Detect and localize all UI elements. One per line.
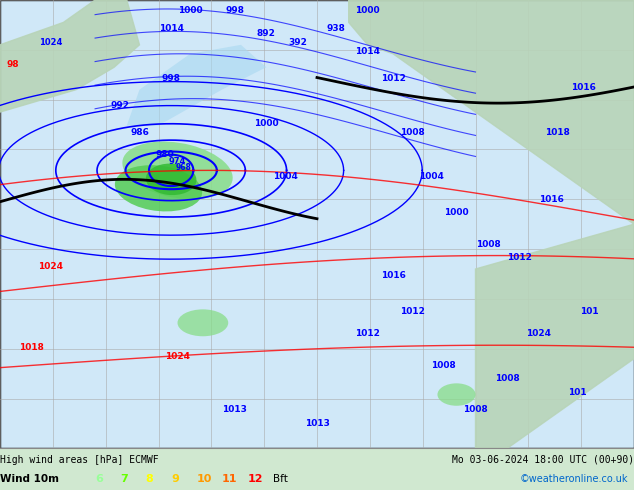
Text: 1024: 1024 — [39, 38, 62, 47]
Text: 1000: 1000 — [444, 208, 469, 217]
Text: 1024: 1024 — [165, 352, 190, 361]
Text: 998: 998 — [225, 6, 244, 16]
Text: 980: 980 — [155, 150, 174, 159]
Text: 1000: 1000 — [178, 6, 202, 16]
Text: Bft: Bft — [273, 474, 287, 484]
Text: 1008: 1008 — [399, 127, 425, 137]
Text: 1012: 1012 — [399, 307, 425, 316]
Text: 101: 101 — [580, 307, 599, 316]
Text: 8: 8 — [146, 474, 153, 484]
Text: 1013: 1013 — [222, 406, 247, 415]
Text: 992: 992 — [111, 100, 130, 110]
Ellipse shape — [178, 309, 228, 336]
Text: 1014: 1014 — [158, 24, 184, 33]
Text: 12: 12 — [247, 474, 262, 484]
Text: 1018: 1018 — [19, 343, 44, 352]
Text: 392: 392 — [288, 38, 307, 47]
Text: 1016: 1016 — [380, 271, 406, 280]
Text: 10: 10 — [197, 474, 212, 484]
Text: 1014: 1014 — [355, 47, 380, 56]
Ellipse shape — [146, 164, 197, 195]
Text: 1012: 1012 — [507, 253, 533, 262]
Polygon shape — [127, 45, 266, 125]
Text: Wind 10m: Wind 10m — [0, 474, 59, 484]
Text: 968: 968 — [176, 163, 192, 172]
Text: ©weatheronline.co.uk: ©weatheronline.co.uk — [519, 474, 628, 484]
Text: 1012: 1012 — [355, 329, 380, 338]
Text: 1004: 1004 — [273, 172, 298, 181]
Text: 1016: 1016 — [571, 83, 596, 92]
Text: 1008: 1008 — [463, 406, 488, 415]
Text: 101: 101 — [567, 388, 586, 396]
Text: 98: 98 — [6, 60, 19, 69]
Text: 9: 9 — [171, 474, 179, 484]
Ellipse shape — [115, 165, 202, 211]
Text: 974: 974 — [169, 157, 186, 166]
Polygon shape — [476, 224, 634, 448]
Text: 1012: 1012 — [380, 74, 406, 83]
FancyBboxPatch shape — [0, 0, 634, 448]
Text: 1004: 1004 — [418, 172, 444, 181]
Ellipse shape — [437, 383, 476, 406]
Text: 892: 892 — [257, 29, 276, 38]
Text: Mo 03-06-2024 18:00 UTC (00+90): Mo 03-06-2024 18:00 UTC (00+90) — [452, 455, 634, 465]
Ellipse shape — [122, 142, 233, 199]
Text: 1008: 1008 — [495, 374, 520, 383]
Text: 1008: 1008 — [431, 361, 456, 369]
Text: 1016: 1016 — [539, 195, 564, 204]
Text: 938: 938 — [327, 24, 346, 33]
Text: 1024: 1024 — [38, 262, 63, 271]
Text: 1013: 1013 — [304, 419, 330, 428]
Text: 986: 986 — [130, 127, 149, 137]
Text: High wind areas [hPa] ECMWF: High wind areas [hPa] ECMWF — [0, 455, 158, 465]
Text: 7: 7 — [120, 474, 128, 484]
Text: 11: 11 — [222, 474, 237, 484]
Text: 1000: 1000 — [356, 6, 380, 16]
Text: 1024: 1024 — [526, 329, 552, 338]
Text: 1008: 1008 — [476, 240, 501, 248]
Polygon shape — [0, 0, 139, 112]
Text: 6: 6 — [95, 474, 103, 484]
Text: 1000: 1000 — [254, 119, 278, 127]
Text: 1018: 1018 — [545, 127, 571, 137]
Polygon shape — [349, 0, 634, 224]
Text: 998: 998 — [162, 74, 181, 83]
